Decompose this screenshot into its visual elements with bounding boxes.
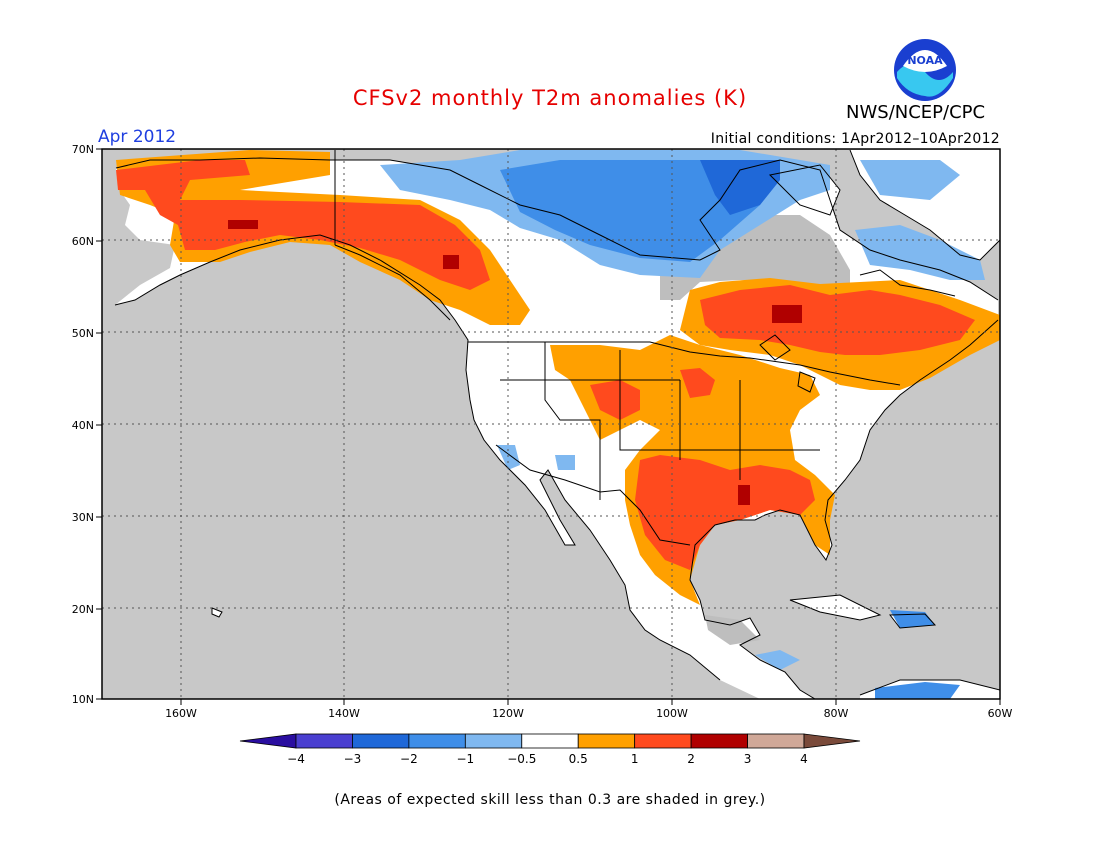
- chart-title: CFSv2 monthly T2m anomalies (K): [352, 86, 748, 110]
- lat-label: 60N: [72, 235, 94, 248]
- warm-alaska-darkred: [228, 220, 258, 229]
- colorbar-label: 0.5: [569, 752, 588, 766]
- warm-us-darkred: [738, 485, 750, 505]
- lat-label: 10N: [72, 693, 94, 706]
- colorbar-swatch: [295, 733, 353, 749]
- cool-nevada: [555, 455, 575, 470]
- colorbar-label: 1: [631, 752, 639, 766]
- cool-canada-mid: [500, 160, 760, 262]
- noaa-logo: NOAA: [894, 39, 956, 101]
- warm-eastcanada-red: [700, 285, 975, 355]
- warm-us-orange: [550, 335, 835, 605]
- colorbar-swatch: [352, 733, 410, 749]
- lat-label: 40N: [72, 419, 94, 432]
- cool-central-america: [755, 650, 800, 670]
- cool-california: [497, 445, 520, 470]
- warm-alaska-darkred-2: [443, 255, 459, 269]
- colorbar-swatch: [408, 733, 466, 749]
- cool-cuba: [890, 610, 935, 628]
- longitude-labels: 160W 140W 120W 100W 80W 60W: [165, 699, 1013, 720]
- noaa-logo-text: NOAA: [907, 54, 943, 67]
- land-south-america: [860, 680, 1000, 699]
- noaa-logo-gull: [903, 50, 947, 72]
- noaa-logo-wave: [897, 64, 953, 97]
- colorbar-swatch: [634, 733, 692, 749]
- cool-greenland-light: [860, 160, 960, 200]
- cool-south-america: [875, 682, 960, 699]
- warm-midwest-red: [680, 368, 715, 398]
- colorbar-arrow-low: [239, 733, 297, 749]
- cool-canada-light: [380, 150, 830, 278]
- warm-alaska-red: [116, 160, 490, 290]
- warm-plains-red: [590, 380, 640, 420]
- colorbar-label: 4: [800, 752, 808, 766]
- political-borders: [334, 150, 901, 546]
- warm-eastcanada-orange: [680, 278, 1000, 390]
- colorbar-arrow-high: [803, 733, 861, 749]
- map-frame: [101, 148, 1001, 700]
- ocean-background: [102, 149, 1000, 699]
- lon-label: 80W: [824, 707, 849, 720]
- cool-canada-strong: [700, 160, 780, 215]
- lon-label: 160W: [165, 707, 197, 720]
- land-hispaniola: [890, 614, 935, 628]
- lon-label: 60W: [988, 707, 1013, 720]
- colorbar-label: 2: [687, 752, 695, 766]
- warm-eastcanada-darkred: [772, 305, 802, 323]
- coastlines: [114, 149, 1000, 699]
- gridlines: [102, 149, 1000, 699]
- land-hawaii: [211, 607, 223, 618]
- colorbar-label: 3: [744, 752, 752, 766]
- colorbar-label: −4: [287, 752, 305, 766]
- colorbar-swatch: [747, 733, 805, 749]
- colorbar: −4 −3 −2 −1 −0.5 0.5 1 2 3 4: [239, 733, 861, 766]
- colorbar-swatch: [464, 733, 523, 749]
- colorbar-label: −1: [456, 752, 474, 766]
- land-baffin-island: [770, 165, 840, 215]
- latitude-labels: 70N 60N 50N 40N 30N 20N 10N: [72, 143, 102, 706]
- forecast-period: Apr 2012: [98, 127, 177, 147]
- warm-alaska-orange: [116, 150, 530, 325]
- initial-conditions: Initial conditions: 1Apr2012–10Apr2012: [710, 131, 1000, 147]
- land-cuba: [790, 595, 880, 620]
- lat-label: 70N: [72, 143, 94, 156]
- lon-label: 120W: [492, 707, 524, 720]
- colorbar-label: −2: [400, 752, 418, 766]
- lon-label: 100W: [656, 707, 688, 720]
- lat-label: 30N: [72, 511, 94, 524]
- colorbar-label: −3: [344, 752, 362, 766]
- skill-note: (Areas of expected skill less than 0.3 a…: [334, 792, 766, 808]
- colorbar-swatch: [521, 733, 579, 749]
- lat-label: 50N: [72, 327, 94, 340]
- lon-label: 140W: [328, 707, 360, 720]
- low-skill-mexico: [705, 615, 760, 645]
- agency-label: NWS/NCEP/CPC: [846, 102, 986, 123]
- cool-quebec-light: [855, 225, 985, 280]
- colorbar-label: −0.5: [507, 752, 536, 766]
- land-greenland: [850, 150, 1000, 260]
- colorbar-swatch: [690, 733, 748, 749]
- colorbar-swatch: [577, 733, 636, 749]
- low-skill-canada: [660, 215, 850, 300]
- lat-label: 20N: [72, 603, 94, 616]
- warm-us-red: [635, 455, 815, 570]
- land-north-america: [115, 158, 998, 699]
